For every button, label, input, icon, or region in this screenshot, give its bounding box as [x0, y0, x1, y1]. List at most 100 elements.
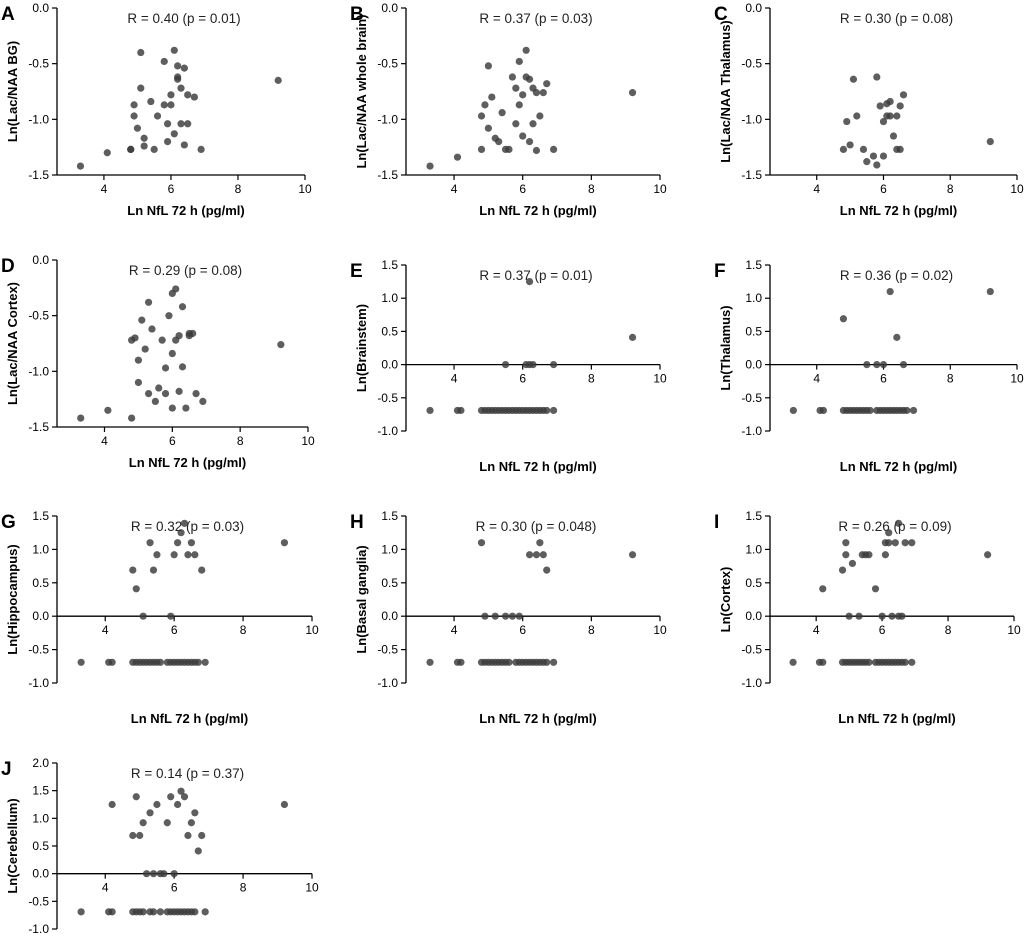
x-tick-label: 4	[451, 623, 458, 637]
y-tick-label: 0.0	[32, 253, 49, 267]
x-tick-label: 4	[101, 182, 108, 196]
y-axis-title: Ln(Thalamus)	[718, 305, 733, 390]
data-point	[477, 539, 486, 547]
data-point	[893, 333, 901, 341]
data-point	[177, 84, 185, 92]
data-point	[498, 109, 506, 117]
y-tick-label: 0.5	[32, 839, 49, 853]
data-point	[167, 101, 175, 109]
data-point	[894, 519, 903, 527]
x-tick-label: 6	[879, 623, 886, 637]
y-axis-title: Ln(Lac/NAA whole brain)	[354, 14, 369, 168]
data-point	[280, 800, 289, 809]
data-point	[453, 153, 462, 161]
data-point	[839, 315, 848, 323]
data-point	[789, 406, 797, 415]
data-point	[891, 539, 899, 547]
data-point	[194, 847, 202, 855]
panel-letter: I	[714, 512, 719, 533]
data-point	[138, 316, 146, 324]
data-point	[855, 612, 863, 620]
data-point	[174, 800, 182, 809]
data-point	[873, 73, 881, 81]
panel-letter: E	[350, 261, 363, 282]
data-point	[501, 361, 510, 369]
data-point	[170, 870, 178, 878]
x-tick-label: 8	[588, 623, 595, 637]
panel-e: -1.0 -0.5 0.0 0.5 1.0 1.5 4 6 8 10 Ln NfL 72 h (pg…	[350, 258, 667, 474]
data-point	[529, 361, 537, 369]
data-point	[886, 287, 894, 296]
data-point	[505, 658, 513, 666]
data-point	[274, 76, 282, 84]
y-tick-label: 0.0	[381, 609, 398, 623]
x-tick-label: 8	[588, 372, 595, 386]
x-tick-label: 10	[305, 881, 319, 895]
x-tick-label: 8	[947, 182, 954, 196]
data-point	[129, 566, 137, 574]
data-point	[140, 142, 148, 150]
data-point	[628, 89, 637, 97]
data-point	[881, 551, 890, 559]
y-tick-label: -1.5	[28, 168, 49, 182]
data-point	[160, 101, 168, 109]
data-point	[156, 658, 164, 666]
data-point	[522, 46, 530, 54]
data-point	[876, 102, 884, 110]
y-tick-label: 0.5	[745, 324, 762, 338]
data-point	[863, 361, 871, 369]
data-point	[167, 91, 175, 99]
y-axis-title: Ln(Basal ganglia)	[354, 545, 369, 653]
data-point	[137, 84, 145, 92]
data-point	[137, 48, 145, 57]
data-point	[77, 658, 85, 666]
data-point	[201, 908, 209, 916]
data-point	[104, 406, 112, 414]
data-point	[191, 551, 199, 559]
panel-letter: F	[714, 261, 726, 282]
x-tick-label: 10	[301, 434, 315, 448]
y-tick-label: 0.5	[381, 576, 398, 590]
data-point	[986, 287, 994, 296]
data-point	[519, 132, 527, 140]
panel-letter: D	[1, 256, 15, 277]
data-point	[142, 870, 151, 878]
x-tick-label: 6	[519, 623, 526, 637]
data-point	[819, 585, 827, 593]
data-point	[899, 91, 908, 99]
data-point	[174, 539, 182, 547]
data-point	[108, 658, 116, 666]
x-tick-label: 10	[653, 182, 667, 196]
y-tick-label: -0.5	[741, 643, 762, 657]
data-point	[151, 397, 159, 405]
data-point	[846, 141, 854, 149]
x-axis-title: Ln NfL 72 h (pg/ml)	[840, 459, 957, 474]
data-point	[197, 145, 205, 153]
x-tick-label: 10	[1007, 623, 1021, 637]
data-point	[141, 345, 149, 353]
correlation-annotation: R = 0.36 (p = 0.02)	[840, 268, 953, 283]
data-point	[539, 89, 547, 97]
data-point	[189, 329, 197, 338]
data-point	[175, 332, 183, 340]
data-point	[898, 612, 906, 620]
data-point	[481, 612, 489, 620]
y-tick-label: -1.5	[741, 168, 762, 182]
data-point	[549, 145, 558, 153]
y-axis-title: Ln(Lac/NAA BG)	[5, 41, 20, 142]
data-point	[549, 406, 558, 415]
data-point	[153, 800, 161, 809]
y-tick-label: -0.5	[28, 643, 49, 657]
data-point	[508, 73, 517, 81]
x-axis-title: Ln NfL 72 h (pg/ml)	[131, 711, 248, 726]
data-point	[177, 120, 185, 128]
data-point	[184, 831, 192, 840]
data-point	[182, 404, 190, 412]
x-tick-label: 4	[451, 182, 458, 196]
y-tick-label: -1.0	[377, 112, 398, 126]
data-point	[789, 658, 797, 666]
x-tick-label: 10	[305, 623, 319, 637]
data-point	[140, 134, 148, 142]
x-tick-label: 8	[240, 881, 247, 895]
